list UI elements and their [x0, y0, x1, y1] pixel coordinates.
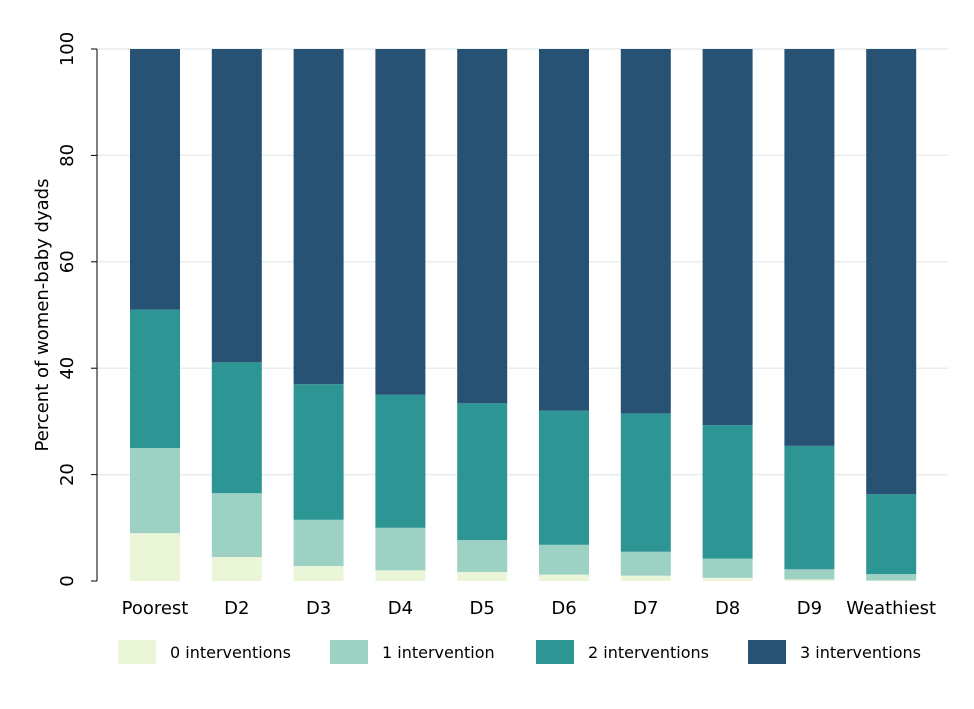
legend-label: 2 interventions [588, 643, 709, 662]
bar-segment [457, 571, 508, 581]
bar-segment [211, 49, 262, 363]
bar-segment [784, 49, 835, 446]
bar-segment [293, 49, 344, 385]
bar-segment [375, 394, 426, 528]
bar-segment [866, 49, 917, 495]
x-tick-label: D3 [306, 598, 331, 619]
x-tick-label: D7 [633, 598, 658, 619]
bar-segment [130, 49, 180, 310]
legend-swatch [536, 640, 574, 664]
y-tick-label: 20 [57, 463, 78, 486]
legend-swatch [118, 640, 156, 664]
y-tick-label: 100 [57, 32, 78, 66]
bar-segment [866, 580, 917, 581]
bar-segment [620, 551, 671, 576]
legend-swatch [748, 640, 786, 664]
bar-segment [293, 519, 344, 567]
bar-segment [130, 309, 180, 448]
legend-label: 3 interventions [800, 643, 921, 662]
bar-segment [784, 569, 835, 580]
bar-segment [702, 49, 753, 426]
x-ticks: Poorest D2 D3 D4 D5 D6 D7 D8 D9 Weathiest [122, 598, 936, 619]
bar-segment [457, 49, 508, 404]
x-tick-label: D4 [388, 598, 413, 619]
bar-segment [620, 49, 671, 414]
bar-segment [457, 403, 508, 541]
x-tick-label: D6 [551, 598, 576, 619]
y-axis-label: Percent of women-baby dyads [32, 179, 53, 452]
y-tick-label: 60 [57, 250, 78, 273]
bar-segment [866, 494, 917, 575]
bar-segment [539, 49, 589, 411]
bar-segment [620, 575, 671, 581]
bar-segment [620, 413, 671, 552]
bar-segment [784, 579, 835, 581]
legend: 0 interventions 1 intervention 2 intervent… [118, 640, 921, 664]
y-tick-label: 0 [57, 575, 78, 586]
bars [130, 49, 917, 581]
bar-segment [702, 425, 753, 559]
bar-segment [130, 448, 180, 534]
bar-segment [457, 540, 508, 572]
bar-segment [702, 577, 753, 581]
x-tick-label: Poorest [122, 598, 189, 619]
bar-segment [375, 527, 426, 571]
bar-segment [539, 574, 589, 581]
bar-segment [211, 362, 262, 494]
bar-segment [539, 410, 589, 545]
x-tick-label: D9 [797, 598, 822, 619]
bar-segment [293, 566, 344, 581]
legend-swatch [330, 640, 368, 664]
y-tick-label: 80 [57, 144, 78, 167]
bar-segment [211, 493, 262, 558]
bar-segment [784, 445, 835, 570]
x-tick-label: D2 [224, 598, 249, 619]
bar-segment [375, 49, 426, 395]
bar-segment [130, 533, 180, 581]
legend-label: 1 intervention [382, 643, 495, 662]
y-tick-label: 40 [57, 357, 78, 380]
bar-segment [293, 384, 344, 520]
x-tick-label: Weathiest [846, 598, 936, 619]
bar-segment [211, 557, 262, 581]
bar-segment [375, 570, 426, 581]
x-tick-label: D8 [715, 598, 740, 619]
x-tick-label: D5 [470, 598, 495, 619]
bar-segment [539, 544, 589, 575]
legend-label: 0 interventions [170, 643, 291, 662]
bar-segment [866, 574, 917, 581]
y-ticks: 0 20 40 60 80 100 [57, 32, 97, 587]
bar-segment [702, 558, 753, 578]
